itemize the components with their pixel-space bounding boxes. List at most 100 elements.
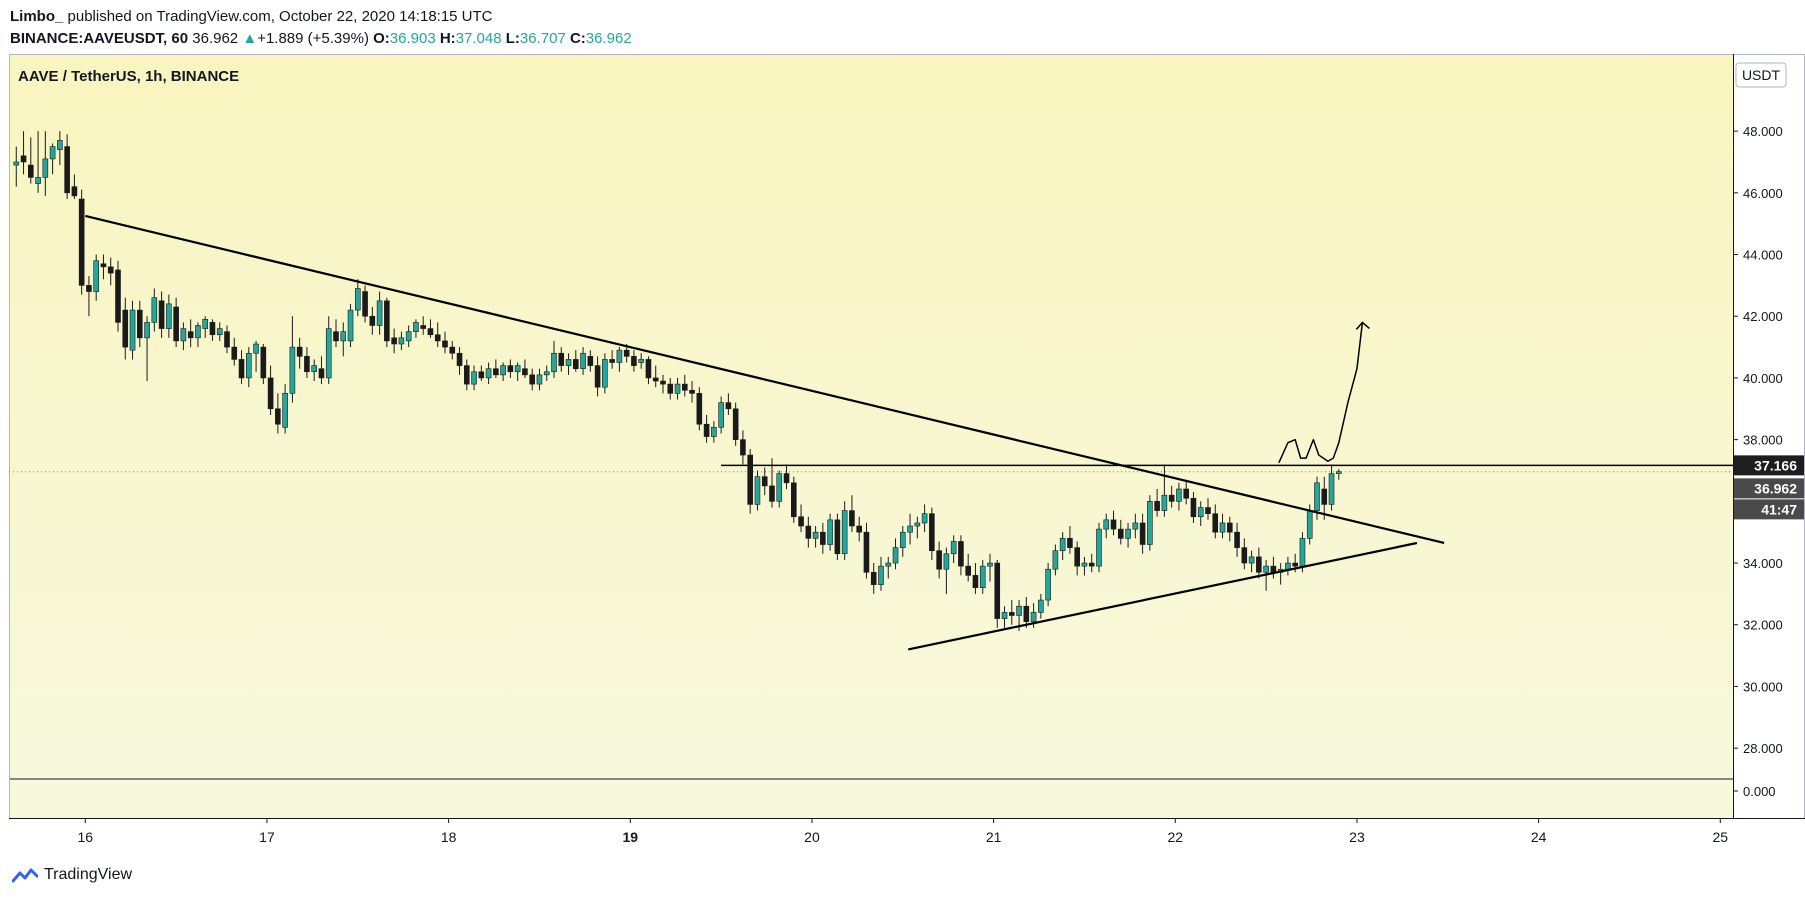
candle-body xyxy=(1096,528,1102,567)
candle-body xyxy=(958,541,964,567)
footer-brand[interactable]: TradingView xyxy=(12,866,132,884)
candle-body xyxy=(1023,605,1030,622)
candle-body xyxy=(347,309,354,342)
candle-body xyxy=(594,365,601,388)
candle-body xyxy=(333,331,339,342)
candle-body xyxy=(493,368,499,376)
candle-body xyxy=(609,359,615,363)
published-text: published on TradingView.com, October 22… xyxy=(67,8,493,25)
price-label-timer-box xyxy=(1734,499,1804,520)
candle-body xyxy=(1256,556,1262,573)
candle-body xyxy=(790,482,797,518)
candle-body xyxy=(136,309,143,339)
brand-name: TradingView xyxy=(44,866,133,883)
candle-body xyxy=(769,485,775,502)
candle-body xyxy=(209,322,216,336)
candle-body xyxy=(231,346,238,360)
candle-body xyxy=(660,380,666,385)
y-tick-label: 48.000 xyxy=(1743,124,1783,139)
candle-body xyxy=(943,553,950,570)
price-chart[interactable]: 48.000 46.000 44.000 42.000 40.000 38.000 34.0… xyxy=(0,0,1805,860)
projection-arrow-icon xyxy=(1355,321,1370,330)
candle-body xyxy=(1059,538,1066,552)
low-value: 36.707 xyxy=(519,30,566,47)
candle-body xyxy=(812,531,819,539)
candle-body xyxy=(35,177,41,184)
price-label-level: 37.166 xyxy=(1754,457,1797,473)
candle-body xyxy=(1030,612,1037,622)
candle-body xyxy=(994,562,1001,619)
candle-body xyxy=(572,359,579,369)
y-tick-label: 46.000 xyxy=(1743,186,1783,201)
tradingview-logo-icon xyxy=(12,868,38,883)
candle-body xyxy=(267,377,274,410)
candle-body xyxy=(950,541,957,555)
candle-body xyxy=(921,513,928,524)
candle-body xyxy=(870,571,877,585)
candle-body xyxy=(776,473,783,502)
candle-body xyxy=(158,300,165,329)
open-value: 36.903 xyxy=(389,30,436,47)
publish-info: Limbo_ published on TradingView.com, Oct… xyxy=(10,8,493,25)
price-axis-background xyxy=(1734,55,1804,818)
y-tick-label: 34.000 xyxy=(1743,556,1783,571)
candle-body xyxy=(151,297,158,323)
candle-body xyxy=(471,371,477,385)
candle-body xyxy=(929,513,935,552)
candle-body xyxy=(1154,501,1160,511)
candle-body xyxy=(1117,528,1124,539)
candle-body xyxy=(245,352,252,379)
candle-body xyxy=(282,393,288,428)
x-tick-label: 24 xyxy=(1531,829,1547,845)
candle-body xyxy=(318,368,325,379)
high-label: H: xyxy=(439,30,456,47)
candle-body xyxy=(885,562,892,567)
candle-body xyxy=(543,371,550,376)
candle-body xyxy=(602,359,608,388)
x-tick-label: 17 xyxy=(259,829,275,845)
candle-body xyxy=(463,365,470,385)
candle-body xyxy=(1176,488,1182,502)
last-price: 36.962 xyxy=(192,30,239,47)
candle-body xyxy=(1045,568,1051,601)
candle-body xyxy=(834,519,841,555)
candle-body xyxy=(1052,550,1059,570)
candle-body xyxy=(1190,497,1197,518)
candle-body xyxy=(740,439,746,456)
candle-body xyxy=(1212,513,1219,533)
candle-body xyxy=(1103,519,1110,530)
candle-body xyxy=(434,334,441,342)
candle-body xyxy=(173,306,179,342)
candle-body xyxy=(42,158,49,178)
candle-body xyxy=(565,359,572,366)
candle-body xyxy=(936,550,942,570)
x-tick-label: 25 xyxy=(1712,829,1728,845)
candle-body xyxy=(384,300,390,342)
price-label-timer: 41:47 xyxy=(1761,501,1797,517)
candle-body xyxy=(1314,482,1320,511)
candle-body xyxy=(1016,605,1022,616)
author-name: Limbo_ xyxy=(10,8,64,25)
candle-body xyxy=(1234,531,1240,548)
candle-body xyxy=(972,575,979,589)
candle-body xyxy=(340,331,347,342)
candle-body xyxy=(144,322,150,339)
candle-body xyxy=(1248,556,1255,564)
candle-body xyxy=(514,365,521,373)
candle-body xyxy=(376,300,383,326)
candle-body xyxy=(202,319,208,329)
candle-body xyxy=(987,562,993,567)
price-change: +1.889 (+5.39%) xyxy=(257,30,369,47)
indicator-pane xyxy=(9,779,1733,818)
candle-body xyxy=(27,164,34,178)
candle-body xyxy=(783,473,790,484)
projection-path xyxy=(1278,322,1364,464)
currency-badge[interactable] xyxy=(1735,62,1787,88)
candle-body xyxy=(696,393,703,425)
candle-body xyxy=(304,356,310,373)
candle-body xyxy=(260,346,267,379)
candle-body xyxy=(1292,562,1298,567)
candle-body xyxy=(1263,565,1269,573)
candle-body xyxy=(1226,522,1233,533)
x-tick-label: 16 xyxy=(78,829,94,845)
